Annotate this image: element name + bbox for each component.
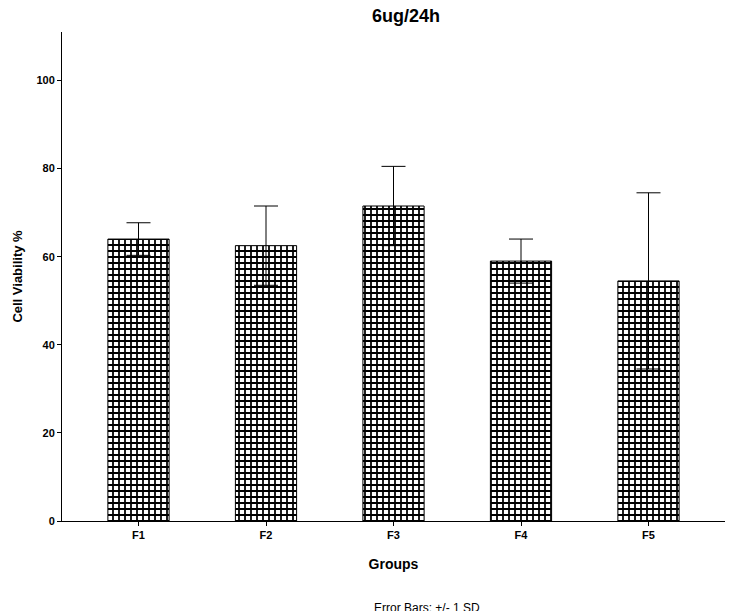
- svg-text:F2: F2: [260, 529, 273, 541]
- svg-text:F3: F3: [387, 529, 400, 541]
- svg-text:0: 0: [49, 515, 55, 527]
- svg-text:F4: F4: [515, 529, 529, 541]
- svg-text:40: 40: [43, 339, 55, 351]
- svg-text:Cell Viability %: Cell Viability %: [10, 230, 25, 323]
- svg-text:F1: F1: [132, 529, 145, 541]
- svg-text:60: 60: [43, 251, 55, 263]
- svg-text:Groups: Groups: [369, 556, 419, 572]
- svg-text:20: 20: [43, 427, 55, 439]
- svg-text:F5: F5: [642, 529, 655, 541]
- svg-text:100: 100: [36, 74, 54, 86]
- svg-text:6ug/24h: 6ug/24h: [372, 6, 440, 26]
- svg-text:Error Bars: +/- 1 SD: Error Bars: +/- 1 SD: [374, 601, 480, 611]
- svg-text:80: 80: [43, 162, 55, 174]
